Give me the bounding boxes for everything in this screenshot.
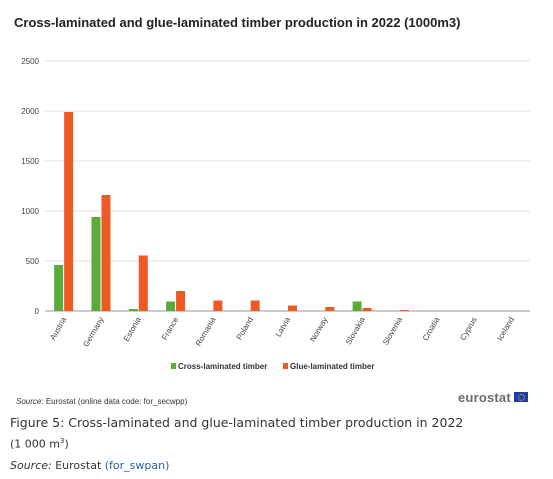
bar-glue-laminated [288, 305, 297, 311]
x-tick-label: Austria [48, 315, 69, 342]
y-tick-label: 1500 [21, 157, 39, 166]
bar-glue-laminated [64, 112, 74, 311]
figure-source-name: Eurostat [55, 459, 102, 472]
unit-prefix: (1 000 m [10, 437, 60, 451]
bar-cross-laminated [54, 265, 64, 311]
bar-chart: 0 500 1000 1500 2000 2500 Austria Germany Eston… [21, 57, 530, 371]
bar-glue-laminated [250, 300, 260, 311]
figure-caption: Figure 5: Cross-laminated and glue-lamin… [10, 415, 464, 430]
figure-source-label: Source: [10, 459, 52, 472]
bar-glue-laminated [399, 310, 409, 311]
eurostat-logo: eurostat [458, 389, 528, 405]
legend-label: Cross-laminated timber [178, 362, 267, 371]
legend-swatch [283, 363, 288, 369]
x-tick-label: Cyprus [458, 316, 478, 342]
bar-glue-laminated [176, 291, 186, 311]
bar-glue-laminated [101, 195, 111, 311]
bar-cross-laminated [352, 301, 362, 311]
unit-superscript: 3 [60, 437, 65, 445]
y-tick-label: 2500 [21, 57, 39, 66]
x-tick-label: Slovakia [344, 315, 367, 346]
y-tick-label: 2000 [21, 107, 39, 116]
grid-lines [45, 60, 530, 312]
legend: Cross-laminated timber Glue-laminated tim… [171, 362, 374, 371]
bar-glue-laminated [138, 255, 148, 311]
bar-glue-laminated [213, 300, 223, 311]
x-tick-label: Norway [308, 316, 329, 344]
y-tick-label: 0 [35, 307, 40, 316]
source-text: Eurostat (online data code: for_secwpp) [45, 397, 188, 406]
x-axis-labels: Austria Germany Estonia France Romania Poland… [48, 315, 516, 348]
bar-cross-laminated [91, 217, 101, 311]
x-tick-label: Poland [235, 316, 255, 342]
bars [54, 112, 409, 311]
x-tick-label: Iceland [495, 316, 516, 343]
y-tick-label: 500 [26, 257, 40, 266]
x-tick-label: Slovenia [381, 315, 404, 347]
source-line: Source: Eurostat (online data code: for_… [16, 397, 187, 406]
legend-swatch [171, 363, 176, 369]
x-tick-label: France [160, 315, 181, 342]
y-tick-label: 1000 [21, 207, 39, 216]
legend-label: Glue-laminated timber [290, 362, 374, 371]
x-tick-label: Romania [194, 315, 218, 348]
x-tick-label: Germany [81, 316, 105, 349]
bar-glue-laminated [362, 308, 372, 311]
figure-source: Source: Eurostat (for_swpan) [10, 459, 169, 472]
x-tick-label: Croatia [421, 315, 442, 342]
figure-source-link[interactable]: (for_swpan) [104, 459, 170, 472]
eu-flag-icon [513, 392, 528, 402]
x-tick-label: Latvia [274, 315, 293, 338]
y-axis-labels: 0 500 1000 1500 2000 2500 [21, 57, 39, 316]
bar-glue-laminated [325, 307, 335, 311]
chart-title: Cross-laminated and glue-laminated timbe… [14, 15, 461, 30]
source-label: Source: [16, 397, 44, 406]
figure-unit: (1 000 m3) [10, 437, 69, 451]
x-tick-label: Estonia [122, 315, 143, 343]
logo-text: eurostat [458, 389, 511, 405]
bar-cross-laminated [128, 309, 138, 311]
unit-suffix: ) [64, 437, 69, 451]
bar-cross-laminated [166, 301, 176, 311]
